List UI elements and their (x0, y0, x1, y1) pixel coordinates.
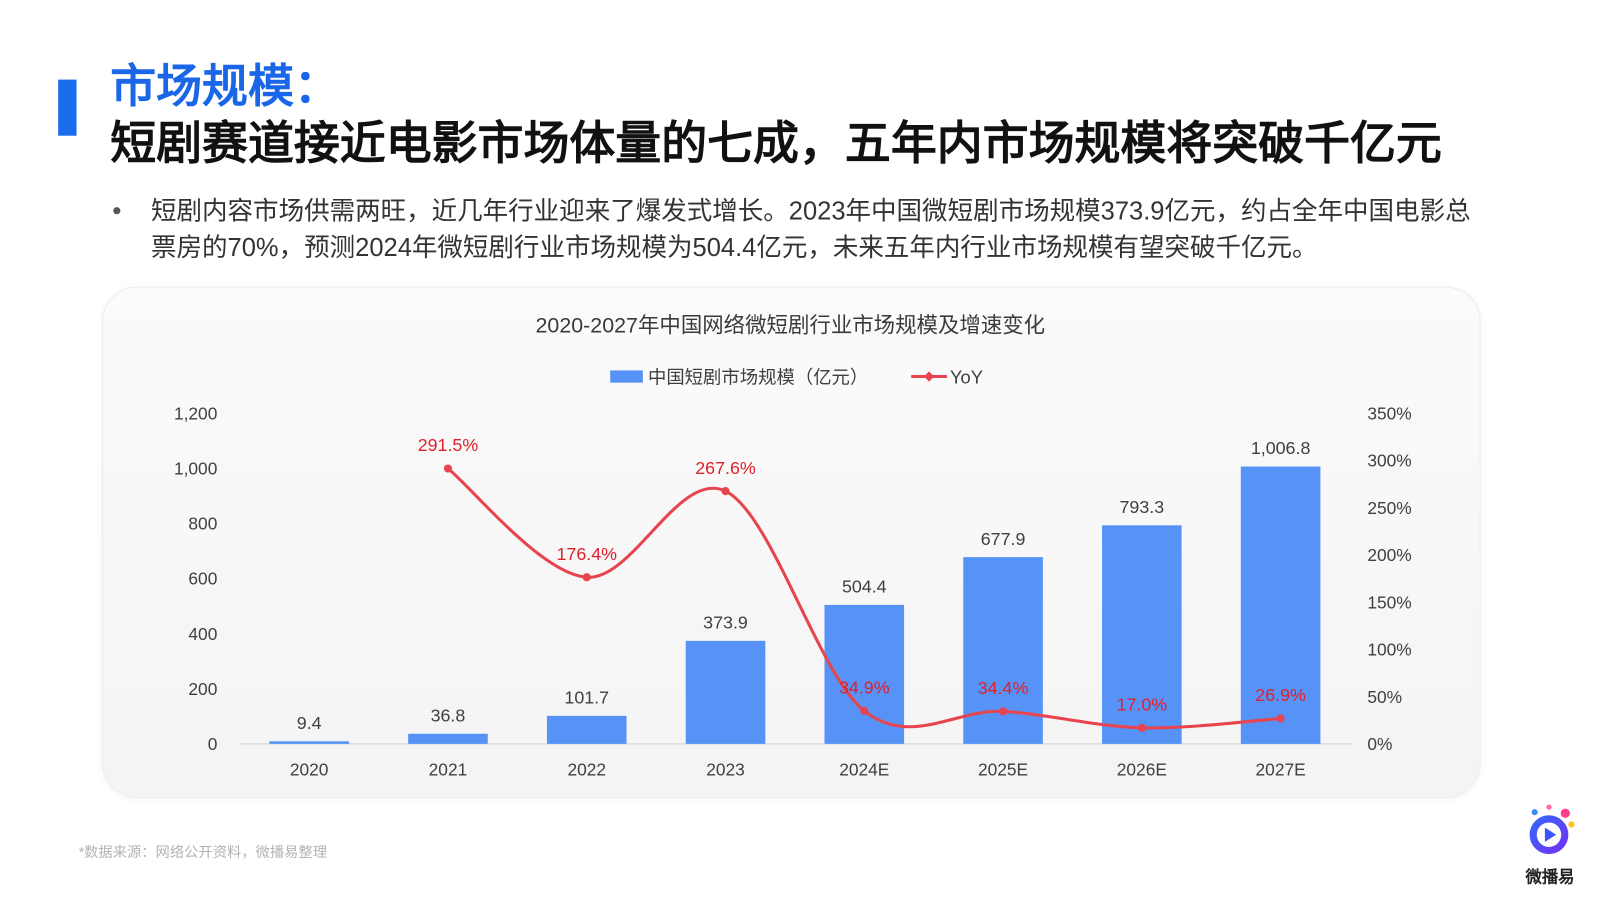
x-axis-tick-label: 2025E (978, 760, 1028, 780)
y-axis-tick-label: 200 (188, 679, 217, 699)
y-axis-tick-label: 0 (208, 734, 218, 754)
source-note: *数据来源：网络公开资料，微播易整理 (78, 843, 327, 861)
title-line-2: 短剧赛道接近电影市场体量的七成，五年内市场规模将突破千亿元 (110, 117, 1442, 170)
yoy-point (1276, 714, 1285, 723)
bar-value-label: 9.4 (297, 713, 322, 733)
bar-value-label: 504.4 (842, 577, 887, 597)
bullet-marker (113, 207, 121, 215)
yoy-value-label: 26.9% (1255, 685, 1306, 705)
bar-value-label: 793.3 (1120, 497, 1165, 517)
y-axis-tick-label: 1,200 (174, 403, 217, 423)
x-axis-tick-label: 2026E (1117, 760, 1167, 780)
y2-axis-tick-label: 0% (1367, 734, 1392, 754)
y2-axis-tick-label: 150% (1367, 592, 1411, 612)
bar (963, 557, 1043, 744)
yoy-point (582, 573, 591, 582)
yoy-point (1137, 723, 1146, 732)
y-axis-tick-label: 1,000 (174, 458, 217, 478)
bar-value-label: 677.9 (981, 529, 1026, 549)
y-axis-tick-label: 600 (188, 569, 217, 589)
y2-axis-tick-label: 300% (1367, 451, 1411, 471)
y2-axis-tick-label: 100% (1367, 640, 1411, 660)
yoy-value-label: 267.6% (695, 458, 756, 478)
yoy-point (721, 487, 730, 496)
x-axis-tick-label: 2023 (706, 760, 745, 780)
y2-axis-tick-label: 250% (1367, 498, 1411, 518)
bar (685, 640, 766, 744)
bar-value-label: 373.9 (703, 613, 748, 633)
bar (546, 715, 627, 744)
yoy-value-label: 34.4% (978, 678, 1029, 698)
title-accent-bar (58, 79, 77, 136)
yoy-value-label: 17.0% (1117, 694, 1168, 714)
logo-text: 微播易 (1525, 869, 1575, 887)
yoy-value-label: 176.4% (556, 544, 617, 564)
play-circle-icon (1529, 804, 1575, 855)
bar (1240, 466, 1321, 744)
legend-label-bar: 中国短剧市场规模（亿元） (648, 367, 868, 388)
title-line-1: 市场规模： (110, 60, 340, 113)
chart-title: 2020-2027年中国网络微短剧行业市场规模及增速变化 (535, 314, 1046, 338)
bar (1102, 525, 1182, 744)
y2-axis-tick-label: 50% (1367, 687, 1402, 707)
legend-label-line: YoY (950, 367, 983, 388)
bar (269, 741, 349, 744)
bar (824, 604, 905, 744)
x-axis-tick-label: 2027E (1256, 760, 1306, 780)
x-axis-tick-label: 2021 (429, 760, 468, 780)
y2-axis-tick-label: 200% (1367, 545, 1411, 565)
x-axis-tick-label: 2024E (839, 760, 889, 780)
bar-value-label: 1,006.8 (1251, 438, 1311, 458)
yoy-point (860, 706, 869, 715)
bullet-paragraph: 短剧内容市场供需两旺，近几年行业迎来了爆发式增长。2023年中国微短剧市场规模3… (151, 196, 1471, 263)
slide-title: 市场规模： 短剧赛道接近电影市场体量的七成，五年内市场规模将突破千亿元 (110, 58, 1442, 172)
yoy-point (998, 707, 1008, 716)
yoy-value-label: 291.5% (418, 435, 479, 455)
y-axis-tick-label: 800 (188, 514, 217, 534)
x-axis-tick-label: 2022 (567, 760, 606, 780)
legend-bar-swatch (610, 370, 643, 383)
bar-value-label: 101.7 (564, 688, 609, 708)
bar (408, 733, 488, 744)
y2-axis-tick-label: 350% (1367, 403, 1411, 423)
yoy-point (443, 464, 453, 473)
x-axis-tick-label: 2020 (290, 760, 329, 780)
bar-value-label: 36.8 (431, 705, 466, 725)
brand-logo: 微播易 (1518, 802, 1581, 888)
yoy-value-label: 34.9% (839, 678, 890, 698)
y-axis-tick-label: 400 (188, 624, 217, 644)
legend-line-marker (923, 371, 935, 382)
